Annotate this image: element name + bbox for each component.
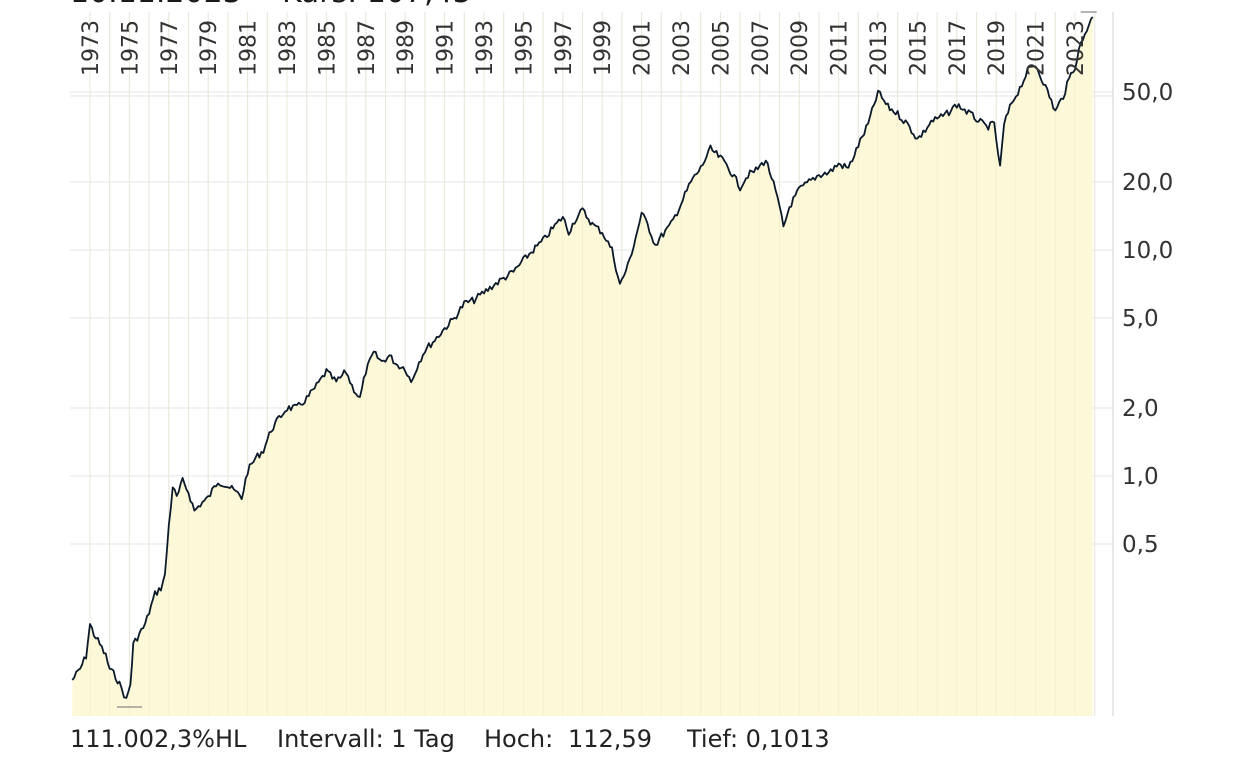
x-tick-label: 1977 [158, 20, 183, 76]
x-tick-label: 2019 [985, 20, 1010, 76]
x-tick-label: 2015 [906, 20, 931, 76]
x-tick-label: 2017 [946, 20, 971, 76]
footer-high-value: 112,59 [568, 725, 652, 753]
x-tick-label: 2005 [709, 20, 734, 76]
x-tick-label: 1979 [197, 20, 222, 76]
x-tick-label: 2001 [631, 20, 656, 76]
x-tick-label: 1993 [473, 20, 498, 76]
y-tick-label: 20,0 [1122, 170, 1173, 196]
header-date: 10.11.2023 [70, 0, 242, 10]
footer-performance: 111.002,3%HL [70, 725, 247, 753]
x-tick-label: 1997 [552, 20, 577, 76]
footer-low: Tief: 0,1013 [686, 725, 830, 753]
x-tick-label: 1973 [79, 20, 104, 76]
x-tick-label: 2021 [1025, 20, 1050, 76]
x-tick-label: 1989 [394, 20, 419, 76]
x-tick-label: 2007 [749, 20, 774, 76]
y-tick-label: 5,0 [1122, 306, 1159, 332]
y-tick-label: 2,0 [1122, 396, 1159, 422]
x-tick-label: 1983 [276, 20, 301, 76]
y-tick-label: 1,0 [1122, 464, 1159, 490]
x-tick-label: 1999 [591, 20, 616, 76]
x-tick-label: 2003 [670, 20, 695, 76]
y-tick-label: 0,5 [1122, 532, 1159, 558]
y-tick-label: 10,0 [1122, 238, 1173, 264]
y-tick-label: 50,0 [1122, 80, 1173, 106]
x-tick-label: 2011 [828, 20, 853, 76]
x-tick-label: 2013 [867, 20, 892, 76]
footer-high-label: Hoch: [484, 725, 553, 753]
x-tick-label: 1981 [237, 20, 262, 76]
x-tick-label: 1985 [315, 20, 340, 76]
chart-header: 10.11.2023 – Kurs: 107,45 [70, 0, 472, 10]
series-layer [71, 11, 1097, 716]
x-tick-label: 2009 [788, 20, 813, 76]
chart-footer: 111.002,3%HL Intervall: 1 Tag Hoch: 112,… [70, 725, 830, 753]
x-tick-label: 1995 [512, 20, 537, 76]
x-tick-label: 1987 [355, 20, 380, 76]
footer-interval: Intervall: 1 Tag [277, 725, 455, 753]
x-tick-label: 2023 [1064, 20, 1089, 76]
label-layer: 1973 1975 1977 1979 1981 1983 1985 1987 1989 1991… [79, 12, 1173, 716]
x-tick-label: 1991 [434, 20, 459, 76]
series-line [71, 16, 1094, 699]
x-tick-label: 1975 [118, 20, 143, 76]
header-price: Kurs: 107,45 [282, 0, 472, 10]
header-separator: – [250, 0, 265, 10]
